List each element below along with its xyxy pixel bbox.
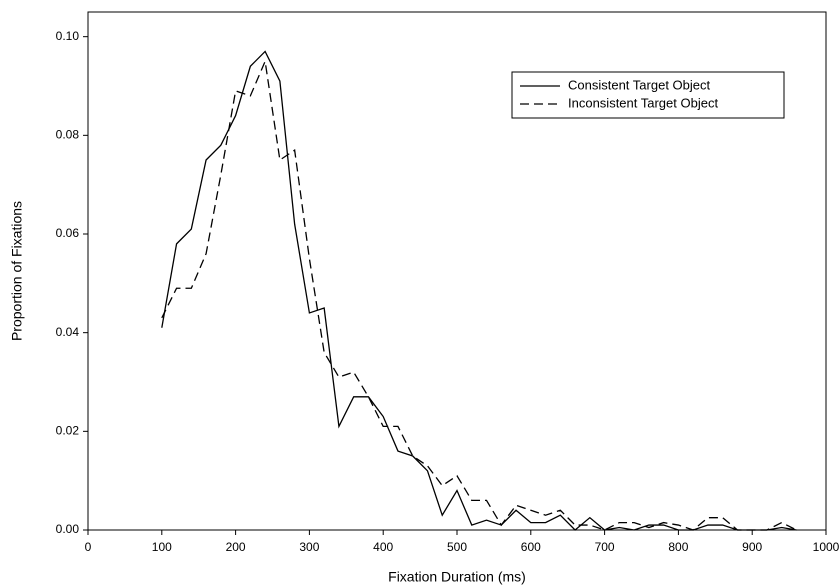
x-tick-label: 500 [447, 540, 467, 554]
x-tick-label: 600 [521, 540, 541, 554]
y-tick-label: 0.10 [56, 29, 80, 43]
x-tick-label: 400 [373, 540, 393, 554]
y-axis-label: Proportion of Fixations [9, 201, 25, 341]
legend-box [511, 71, 785, 119]
series-line [161, 50, 797, 531]
x-tick-label: 900 [742, 540, 762, 554]
series-line [161, 58, 797, 531]
y-tick-label: 0.00 [56, 522, 80, 536]
x-axis-label: Fixation Duration (ms) [388, 569, 526, 585]
x-tick-label: 700 [595, 540, 615, 554]
x-tick-label: 200 [226, 540, 246, 554]
x-tick-label: 100 [152, 540, 172, 554]
legend-text: Inconsistent Target Object [568, 95, 718, 110]
x-tick-label: 800 [668, 540, 688, 554]
y-tick-label: 0.04 [56, 325, 80, 339]
x-tick-label: 300 [299, 540, 319, 554]
x-tick-label: 0 [85, 540, 92, 554]
y-tick-label: 0.06 [56, 226, 80, 240]
y-tick-label: 0.02 [56, 424, 80, 438]
x-tick-label: 1000 [813, 540, 840, 554]
legend-text: Consistent Target Object [568, 77, 710, 92]
y-tick-label: 0.08 [56, 128, 80, 142]
